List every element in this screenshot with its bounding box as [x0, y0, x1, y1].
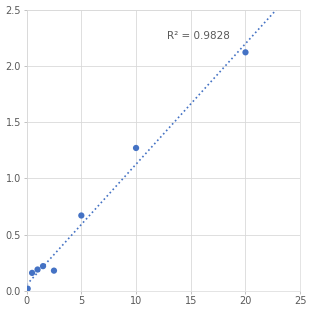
Point	[25, 286, 30, 291]
Point	[41, 264, 46, 269]
Point	[243, 50, 248, 55]
Text: R² = 0.9828: R² = 0.9828	[167, 31, 230, 41]
Point	[24, 287, 29, 292]
Point	[79, 213, 84, 218]
Point	[134, 145, 139, 150]
Point	[30, 271, 35, 275]
Point	[51, 268, 56, 273]
Point	[35, 267, 40, 272]
